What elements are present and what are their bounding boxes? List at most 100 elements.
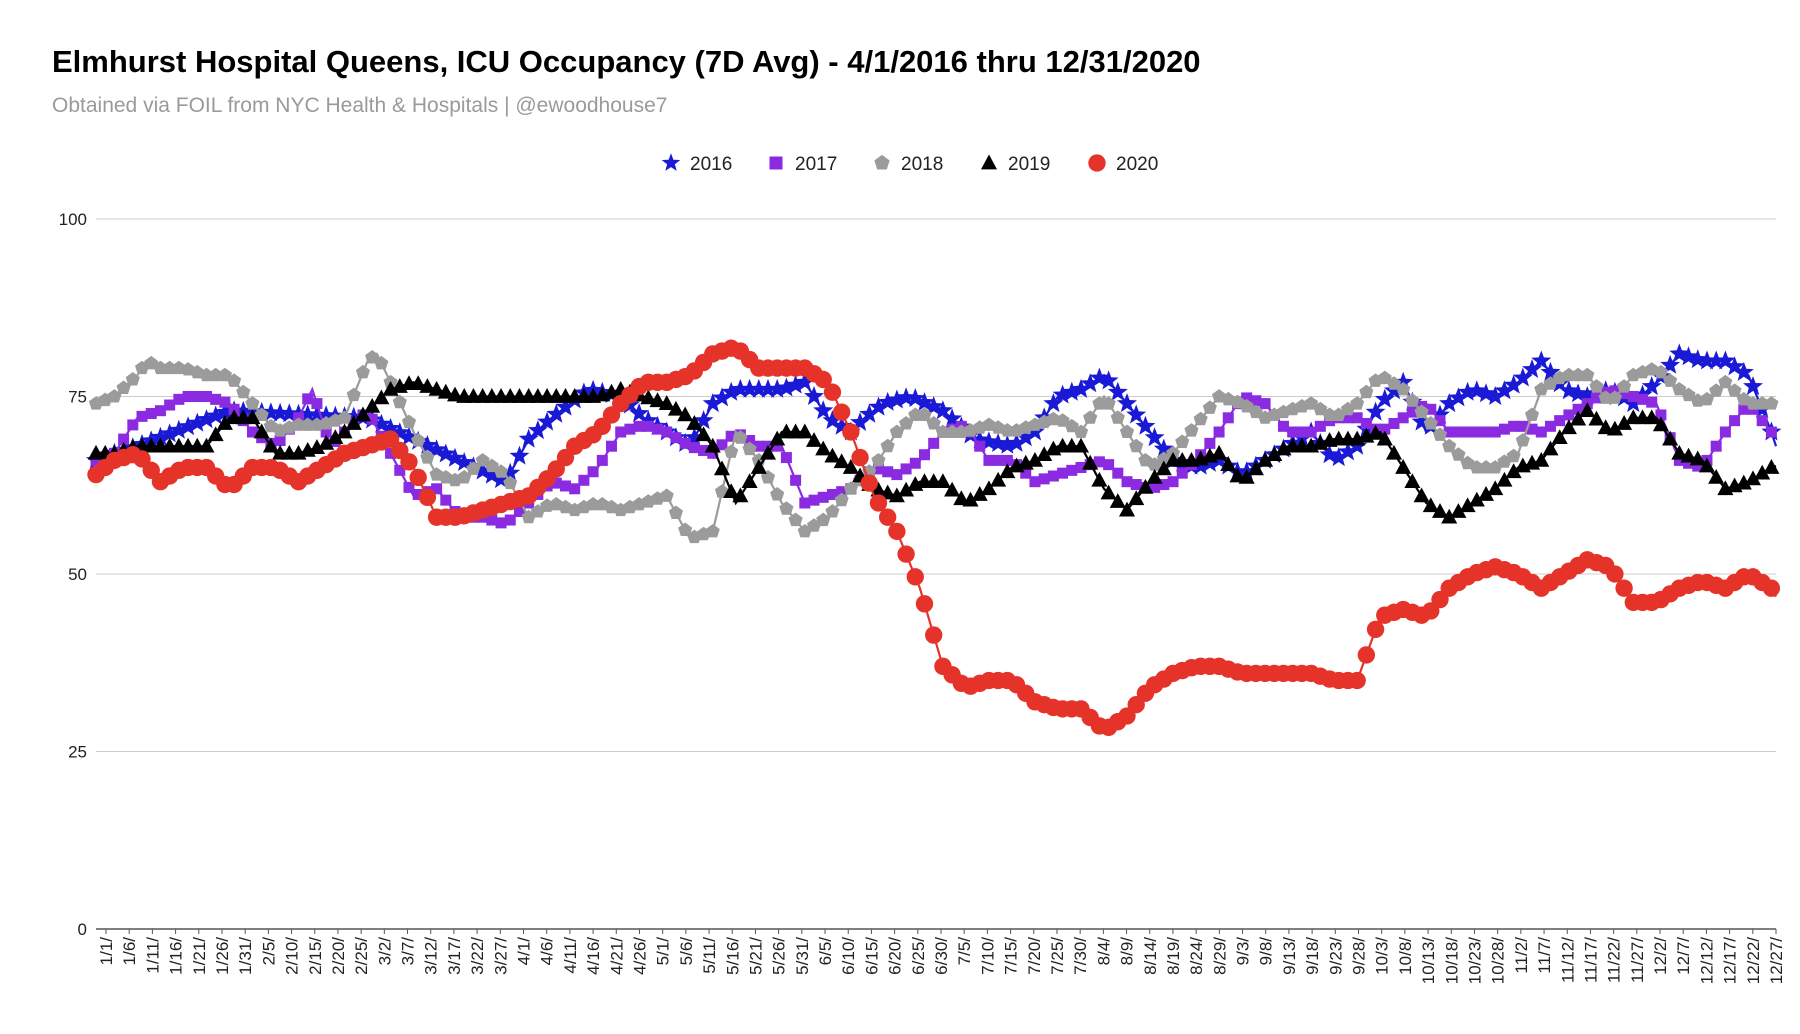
data-point-2019 <box>1680 447 1697 463</box>
data-point-2017 <box>918 449 930 461</box>
data-point-2018 <box>871 453 886 467</box>
data-point-2019 <box>1128 490 1145 506</box>
data-point-2017 <box>1683 457 1695 469</box>
data-point-2020 <box>878 508 897 526</box>
data-point-2016 <box>942 408 963 428</box>
data-point-2016 <box>850 412 870 431</box>
data-point-2018 <box>1580 367 1595 382</box>
data-point-2018 <box>1506 448 1521 463</box>
data-point-2020 <box>1606 565 1624 583</box>
data-point-2019 <box>1404 473 1421 489</box>
data-point-2018 <box>1699 391 1714 406</box>
data-point-2016 <box>831 415 852 435</box>
data-point-2018 <box>1589 379 1604 393</box>
x-tick-label: 9/8/ <box>1257 937 1276 966</box>
data-point-2017 <box>1167 476 1179 488</box>
data-point-2016 <box>739 378 760 398</box>
data-point-2019 <box>308 439 325 454</box>
data-point-2016 <box>877 391 898 411</box>
data-point-2018 <box>199 367 214 382</box>
x-tick-label: 1/31/ <box>236 937 255 975</box>
x-tick-label: 7/10/ <box>978 937 997 975</box>
data-point-2018 <box>227 373 242 387</box>
data-point-2016 <box>1015 427 1036 447</box>
data-point-2016 <box>1319 444 1340 464</box>
data-point-2019 <box>713 460 731 476</box>
data-point-2018 <box>1764 396 1779 410</box>
data-point-2018 <box>208 367 223 382</box>
data-point-2017 <box>164 399 176 411</box>
x-tick-label: 10/3/ <box>1373 937 1392 975</box>
data-point-2017 <box>1765 426 1777 438</box>
data-point-2016 <box>1697 350 1717 370</box>
data-point-2016 <box>1568 383 1589 403</box>
series-area <box>86 339 1782 737</box>
data-point-2019 <box>1570 410 1587 426</box>
data-point-2019 <box>999 463 1016 479</box>
data-point-2018 <box>733 430 748 444</box>
data-point-2017 <box>1406 406 1418 418</box>
data-point-2019 <box>750 459 767 474</box>
data-point-2016 <box>279 403 300 423</box>
data-point-2018 <box>1414 404 1429 419</box>
data-point-2017 <box>1655 409 1667 421</box>
data-point-2017 <box>513 506 525 518</box>
data-point-2019 <box>870 481 887 497</box>
data-point-2017 <box>790 474 802 486</box>
data-point-2017 <box>366 413 378 425</box>
data-point-2019 <box>898 481 915 497</box>
data-point-2020 <box>842 423 860 441</box>
data-point-2019 <box>1477 486 1495 501</box>
data-point-2016 <box>914 392 935 412</box>
data-point-2017 <box>799 497 811 509</box>
data-point-2016 <box>684 427 705 447</box>
data-point-2016 <box>868 396 889 416</box>
data-point-2017 <box>1278 420 1290 432</box>
data-point-2019 <box>1220 456 1237 471</box>
data-point-2019 <box>1588 410 1605 426</box>
x-tick-label: 4/1/ <box>515 937 534 966</box>
x-tick-label: 5/16/ <box>723 937 742 975</box>
x-tick-label: 2/20/ <box>329 937 348 975</box>
data-point-2017 <box>1637 393 1649 405</box>
data-point-2017 <box>1452 426 1464 438</box>
data-point-2020 <box>1762 579 1781 597</box>
data-point-2017 <box>1103 459 1115 471</box>
data-point-2018 <box>1083 410 1098 424</box>
data-point-2017 <box>145 408 157 420</box>
data-point-2017 <box>1001 454 1013 466</box>
data-point-2019 <box>1496 471 1513 487</box>
data-point-2017 <box>1066 464 1078 476</box>
x-tick-label: 10/18/ <box>1442 937 1461 985</box>
data-point-2017 <box>1075 462 1087 473</box>
data-point-2018 <box>926 416 941 430</box>
data-point-2019 <box>677 406 694 422</box>
data-point-2017 <box>191 391 203 402</box>
legend-item-2020: 2020 <box>1088 154 1158 175</box>
data-point-2016 <box>150 426 171 446</box>
data-point-2019 <box>1533 451 1550 467</box>
data-point-2016 <box>297 404 318 424</box>
data-point-2018 <box>889 424 904 438</box>
data-point-2017 <box>228 403 240 415</box>
data-point-2018 <box>1442 438 1457 453</box>
data-point-2017 <box>1296 426 1308 438</box>
data-point-2019 <box>419 378 436 393</box>
legend-marker-2019 <box>980 154 998 170</box>
data-point-2017 <box>1057 467 1069 479</box>
data-point-2016 <box>997 434 1018 454</box>
data-point-2020 <box>832 403 851 421</box>
data-point-2017 <box>1029 476 1041 488</box>
data-point-2016 <box>1448 387 1469 407</box>
data-point-2019 <box>1671 444 1688 460</box>
data-point-2019 <box>1238 468 1255 484</box>
data-point-2017 <box>900 463 912 475</box>
data-point-2016 <box>886 389 907 409</box>
data-point-2016 <box>748 378 769 398</box>
x-tick-label: 8/24/ <box>1187 937 1206 975</box>
data-point-2017 <box>385 447 397 459</box>
data-point-2016 <box>454 452 475 471</box>
data-point-2019 <box>1091 471 1108 487</box>
data-point-2020 <box>1615 579 1633 597</box>
data-point-2018 <box>236 384 251 399</box>
